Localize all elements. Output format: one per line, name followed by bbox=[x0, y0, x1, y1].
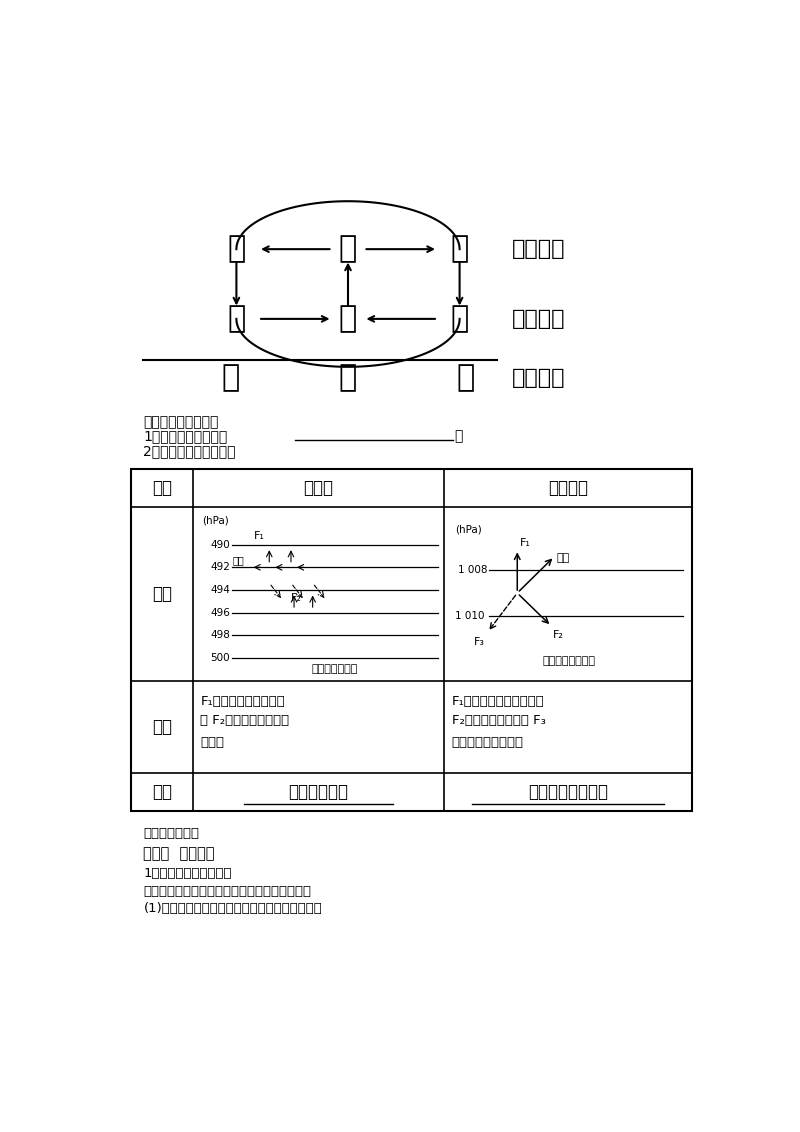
Text: 气压高低: 气压高低 bbox=[512, 309, 566, 329]
Text: 与等压线成一夹角: 与等压线成一夹角 bbox=[528, 783, 608, 801]
Text: 低: 低 bbox=[227, 234, 246, 264]
Text: 核心考点分析：: 核心考点分析： bbox=[143, 827, 199, 840]
Text: 风向: 风向 bbox=[233, 555, 245, 565]
Text: 高空风: 高空风 bbox=[303, 479, 334, 497]
Text: ．: ． bbox=[454, 429, 463, 444]
Text: F₁（水平气压梯度力）: F₁（水平气压梯度力） bbox=[201, 695, 285, 708]
Text: (hPa): (hPa) bbox=[455, 524, 482, 534]
Text: 三、大气的水平运动: 三、大气的水平运动 bbox=[143, 414, 218, 429]
Text: 高: 高 bbox=[450, 305, 469, 334]
Text: 同影响: 同影响 bbox=[201, 737, 225, 749]
Text: F₃: F₃ bbox=[474, 636, 485, 646]
Text: F₁: F₁ bbox=[520, 538, 530, 548]
Text: 考点一  热力环流: 考点一 热力环流 bbox=[143, 847, 215, 861]
Text: 1．形成的直接原因：: 1．形成的直接原因： bbox=[143, 429, 228, 444]
Text: F₁（水平气压梯度力）、: F₁（水平气压梯度力）、 bbox=[451, 695, 544, 708]
Text: 2．风的受力状况与风向: 2．风的受力状况与风向 bbox=[143, 445, 236, 458]
Text: 近地面风: 近地面风 bbox=[548, 479, 588, 497]
Text: 冷热状况: 冷热状况 bbox=[512, 368, 566, 388]
Text: 1．热力环流的形成原理: 1．热力环流的形成原理 bbox=[143, 867, 232, 881]
Text: 500: 500 bbox=[210, 653, 230, 663]
Text: 和 F₂（地转偏向力）共: 和 F₂（地转偏向力）共 bbox=[201, 714, 290, 727]
Text: 492: 492 bbox=[210, 563, 230, 573]
Text: 494: 494 bbox=[210, 585, 230, 595]
Text: 496: 496 bbox=[210, 608, 230, 618]
Text: 1 008: 1 008 bbox=[458, 565, 488, 575]
Text: （南半球高空）: （南半球高空） bbox=[312, 664, 358, 675]
Text: 低: 低 bbox=[339, 305, 357, 334]
Text: (1)温压关系：（如下图中甲、乙、丙三地所示）: (1)温压关系：（如下图中甲、乙、丙三地所示） bbox=[143, 902, 322, 915]
Text: （摩擦力）共同影响: （摩擦力）共同影响 bbox=[451, 737, 523, 749]
Text: 气压高低: 气压高低 bbox=[512, 239, 566, 259]
Text: (hPa): (hPa) bbox=[202, 516, 229, 526]
Text: 高: 高 bbox=[227, 305, 246, 334]
Text: F₂: F₂ bbox=[554, 629, 564, 640]
Text: 低: 低 bbox=[450, 234, 469, 264]
Text: F₂（地转偏向力）和 F₃: F₂（地转偏向力）和 F₃ bbox=[451, 714, 546, 727]
Text: F₁: F₁ bbox=[254, 531, 265, 541]
Bar bbox=[131, 469, 692, 812]
Text: 490: 490 bbox=[210, 540, 230, 550]
Text: （北半球近地面）: （北半球近地面） bbox=[542, 655, 595, 666]
Text: 风向: 风向 bbox=[556, 554, 570, 563]
Text: 风向: 风向 bbox=[152, 783, 172, 801]
Text: 热: 热 bbox=[339, 363, 357, 393]
Text: 1 010: 1 010 bbox=[455, 611, 485, 621]
Text: F₂: F₂ bbox=[291, 592, 302, 602]
Text: 冷: 冷 bbox=[221, 363, 239, 393]
Text: 冷: 冷 bbox=[457, 363, 475, 393]
Text: 类型: 类型 bbox=[152, 479, 172, 497]
Text: 498: 498 bbox=[210, 631, 230, 641]
Text: 理解热力环流的形成，关键抓住以下两点关系：: 理解热力环流的形成，关键抓住以下两点关系： bbox=[143, 884, 311, 898]
Text: 图示: 图示 bbox=[152, 585, 172, 603]
Text: 受力: 受力 bbox=[152, 718, 172, 736]
Text: 高: 高 bbox=[339, 234, 357, 264]
Text: 与等压线平行: 与等压线平行 bbox=[289, 783, 349, 801]
